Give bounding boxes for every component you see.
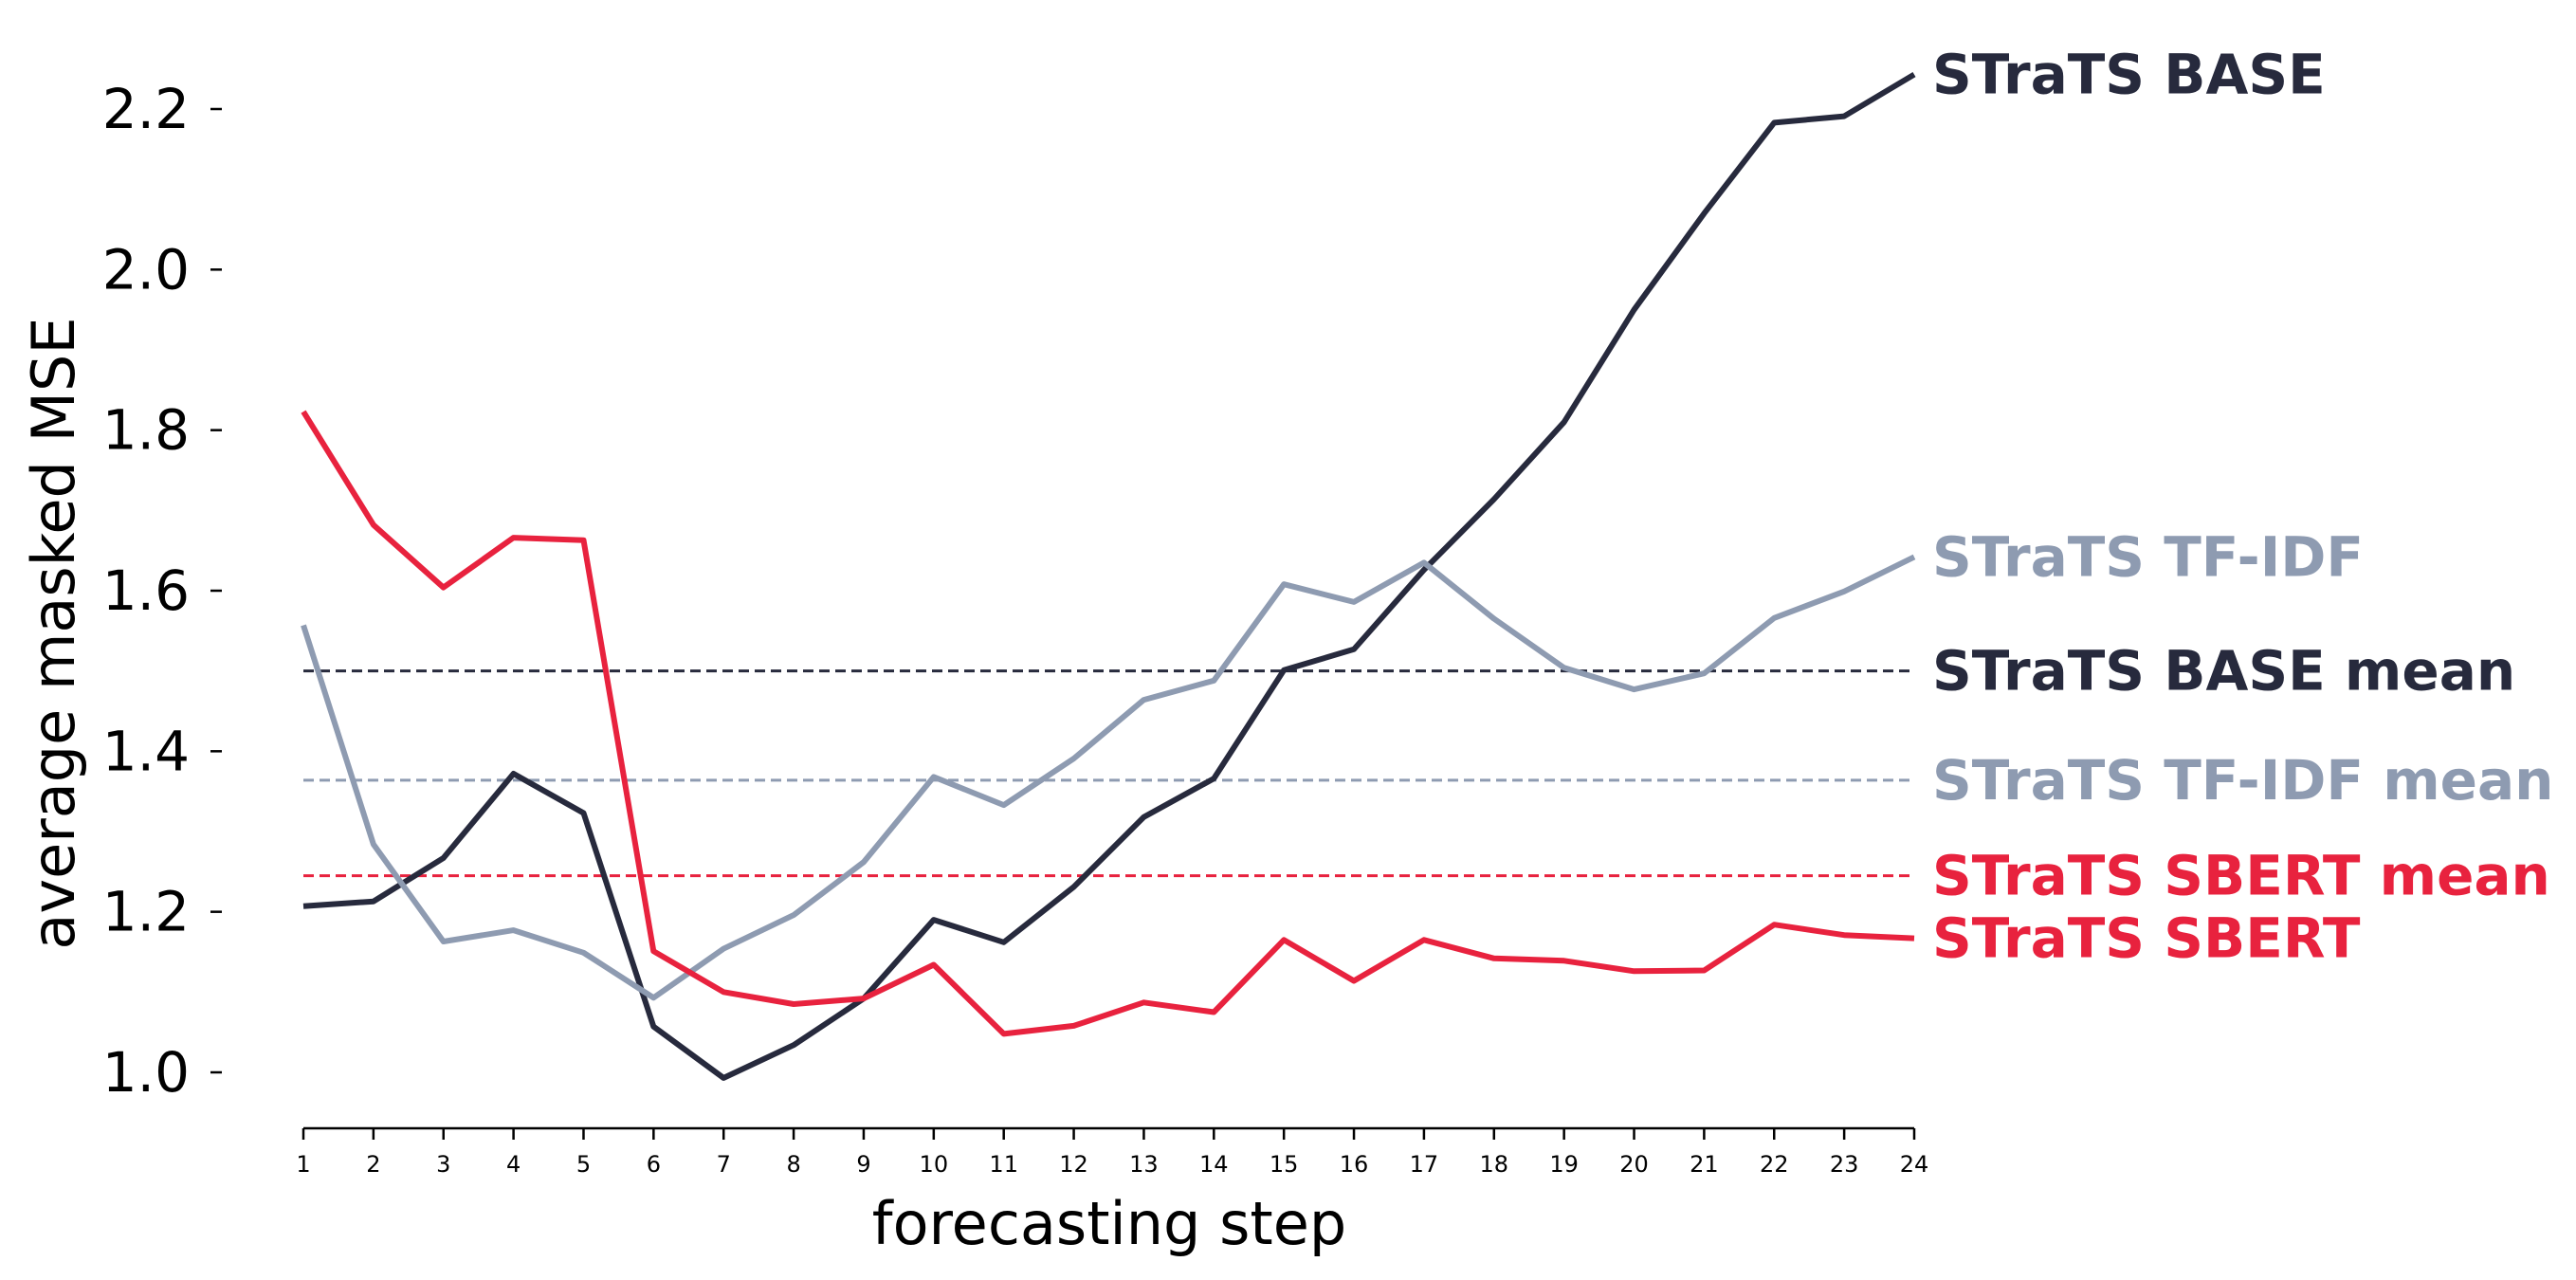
x-tick-label: 19 xyxy=(1549,1151,1579,1178)
series-lines xyxy=(301,72,1916,1081)
x-tick-label: 21 xyxy=(1690,1151,1719,1178)
x-tick-label: 13 xyxy=(1129,1151,1159,1178)
x-tick-label: 3 xyxy=(436,1151,450,1178)
series-label: STraTS BASE mean xyxy=(1932,639,2515,704)
series-label: STraTS SBERT xyxy=(1932,906,2361,971)
series-line xyxy=(302,72,1916,1081)
x-tick-label: 4 xyxy=(506,1151,521,1178)
x-tick-label: 2 xyxy=(366,1151,380,1178)
y-tick-label: 2.0 xyxy=(102,237,190,302)
x-tick-label: 15 xyxy=(1270,1151,1299,1178)
x-tick-label: 14 xyxy=(1199,1151,1229,1178)
mean-lines xyxy=(303,669,1914,878)
x-axis-title: forecasting step xyxy=(872,1189,1346,1258)
x-tick-label: 24 xyxy=(1900,1151,1929,1178)
x-tick-label: 1 xyxy=(296,1151,310,1178)
series-label: STraTS BASE xyxy=(1932,43,2326,107)
x-tick-label: 22 xyxy=(1760,1151,1789,1178)
x-tick-label: 6 xyxy=(647,1151,661,1178)
y-tick-label: 1.8 xyxy=(102,398,190,463)
y-axis: 1.0 1.2 1.4 1.6 1.8 2.0 2.2 xyxy=(102,77,222,1105)
y-tick-label: 1.2 xyxy=(102,880,190,944)
x-tick-label: 9 xyxy=(856,1151,870,1178)
series-label: STraTS TF-IDF xyxy=(1932,524,2364,589)
x-tick-label: 11 xyxy=(989,1151,1018,1178)
y-tick-label: 2.2 xyxy=(102,77,190,141)
x-tick-label: 18 xyxy=(1480,1151,1509,1178)
x-tick-label: 7 xyxy=(717,1151,731,1178)
x-axis: 1 2 3 4 5 6 7 8 9 10 11 12 13 14 15 16 17 18 19 20 21 22 23 24 xyxy=(296,1126,1929,1178)
x-tick-label: 12 xyxy=(1059,1151,1088,1178)
series-label: STraTS TF-IDF mean xyxy=(1932,748,2553,813)
series-line xyxy=(301,410,1915,1037)
x-tick-label: 23 xyxy=(1830,1151,1859,1178)
x-tick-label: 17 xyxy=(1410,1151,1439,1178)
y-tick-label: 1.4 xyxy=(102,719,190,783)
x-tick-label: 20 xyxy=(1619,1151,1649,1178)
series-label: STraTS SBERT mean xyxy=(1932,844,2550,908)
y-axis-title: average masked MSE xyxy=(19,317,88,949)
y-tick-label: 1.6 xyxy=(102,558,190,623)
x-tick-label: 16 xyxy=(1340,1151,1369,1178)
x-tick-label: 8 xyxy=(786,1151,800,1178)
y-tick-label: 1.0 xyxy=(102,1040,190,1105)
x-tick-label: 10 xyxy=(920,1151,949,1178)
x-tick-label: 5 xyxy=(576,1151,591,1178)
series-line xyxy=(301,554,1916,1001)
